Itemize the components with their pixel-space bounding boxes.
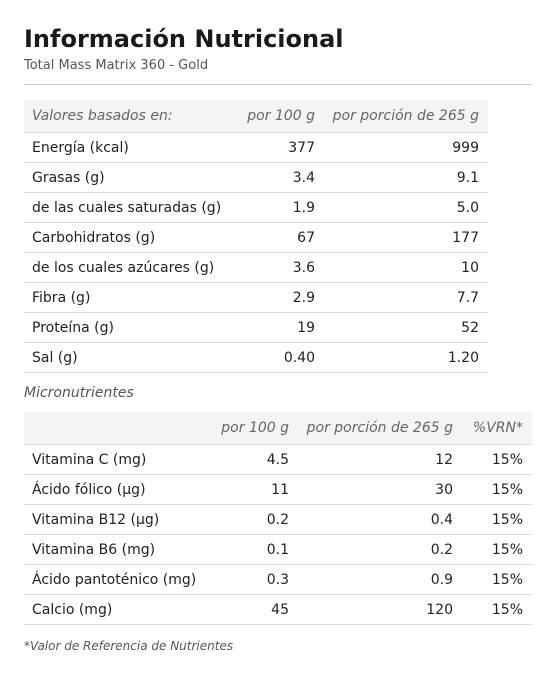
value-cell: 0.3 bbox=[194, 564, 298, 595]
row: Sal (g) 0.40 1.20 bbox=[24, 342, 488, 373]
nutrient-name: Calcio (mg) bbox=[24, 594, 194, 625]
value-cell: 15% bbox=[462, 504, 532, 535]
value-cell: 52 bbox=[324, 312, 488, 343]
row: Energía (kcal) 377 999 bbox=[24, 132, 488, 163]
nutrient-name: Ácido pantoténico (mg) bbox=[24, 564, 196, 595]
value-cell: 15% bbox=[462, 444, 532, 475]
row: Grasas (g) 3.4 9.1 bbox=[24, 162, 488, 193]
value-cell: 45 bbox=[194, 594, 298, 625]
header-cell bbox=[24, 412, 194, 445]
header-cell: %VRN* bbox=[462, 412, 532, 445]
value-cell: 377 bbox=[224, 132, 324, 163]
header-cell: por 100 g bbox=[224, 100, 324, 133]
footnote: *Valor de Referencia de Nutrientes bbox=[24, 639, 234, 653]
nutrient-name: Sal (g) bbox=[24, 342, 224, 373]
value-cell: 0.4 bbox=[298, 504, 462, 535]
value-cell: 3.6 bbox=[224, 252, 324, 283]
nutrient-name: Vitamina B12 (µg) bbox=[24, 504, 194, 535]
nutrient-name: Vitamina C (mg) bbox=[24, 444, 194, 475]
value-cell: 120 bbox=[298, 594, 462, 625]
value-cell: 1.9 bbox=[224, 192, 324, 223]
value-cell: 11 bbox=[194, 474, 298, 505]
value-cell: 177 bbox=[324, 222, 488, 253]
header-row: Valores basados en: por 100 g por porción … bbox=[24, 100, 488, 133]
section-title: Micronutrientes bbox=[24, 385, 134, 401]
nutrition-table: Valores basados en: por 100 g por porción … bbox=[24, 100, 488, 373]
value-cell: 19 bbox=[224, 312, 324, 343]
row: Ácido pantoténico (mg) 0.3 0.9 15% bbox=[24, 564, 532, 595]
value-cell: 0.2 bbox=[298, 534, 462, 565]
row: de los cuales azúcares (g) 3.6 10 bbox=[24, 252, 488, 283]
nutrient-name: de las cuales saturadas (g) bbox=[24, 192, 224, 223]
value-cell: 4.5 bbox=[194, 444, 298, 475]
value-cell: 15% bbox=[462, 534, 532, 565]
value-cell: 10 bbox=[324, 252, 488, 283]
value-cell: 9.1 bbox=[324, 162, 488, 193]
row: Calcio (mg) 45 120 15% bbox=[24, 594, 532, 625]
value-cell: 15% bbox=[462, 474, 532, 505]
value-cell: 0.9 bbox=[298, 564, 462, 595]
value-cell: 1.20 bbox=[324, 342, 488, 373]
row: de las cuales saturadas (g) 1.9 5.0 bbox=[24, 192, 488, 223]
value-cell: 5.0 bbox=[324, 192, 488, 223]
value-cell: 0.40 bbox=[224, 342, 324, 373]
nutrient-name: Proteína (g) bbox=[24, 312, 224, 343]
nutrient-name: Grasas (g) bbox=[24, 162, 224, 193]
row: Proteína (g) 19 52 bbox=[24, 312, 488, 343]
row: Carbohidratos (g) 67 177 bbox=[24, 222, 488, 253]
value-cell: 67 bbox=[224, 222, 324, 253]
subtitle: Total Mass Matrix 360 - Gold bbox=[24, 58, 209, 73]
row: Fibra (g) 2.9 7.7 bbox=[24, 282, 488, 313]
nutrient-name: de los cuales azúcares (g) bbox=[24, 252, 224, 283]
value-cell: 0.2 bbox=[194, 504, 298, 535]
divider bbox=[24, 84, 532, 85]
row: Ácido fólico (µg) 11 30 15% bbox=[24, 474, 532, 505]
header-cell: por 100 g bbox=[194, 412, 298, 445]
row: Vitamina B12 (µg) 0.2 0.4 15% bbox=[24, 504, 532, 535]
value-cell: 12 bbox=[298, 444, 462, 475]
value-cell: 2.9 bbox=[224, 282, 324, 313]
nutrient-name: Fibra (g) bbox=[24, 282, 224, 313]
value-cell: 3.4 bbox=[224, 162, 324, 193]
title: Información Nutricional bbox=[24, 25, 344, 53]
value-cell: 15% bbox=[462, 564, 532, 595]
value-cell: 0.1 bbox=[194, 534, 298, 565]
header-cell: por porción de 265 g bbox=[298, 412, 462, 445]
header-row: por 100 g por porción de 265 g %VRN* bbox=[24, 412, 532, 445]
value-cell: 999 bbox=[324, 132, 488, 163]
header-cell: por porción de 265 g bbox=[324, 100, 488, 133]
value-cell: 30 bbox=[298, 474, 462, 505]
nutrient-name: Ácido fólico (µg) bbox=[24, 474, 194, 505]
value-cell: 15% bbox=[462, 594, 532, 625]
row: Vitamina C (mg) 4.5 12 15% bbox=[24, 444, 532, 475]
nutrient-name: Carbohidratos (g) bbox=[24, 222, 224, 253]
value-cell: 7.7 bbox=[324, 282, 488, 313]
header-cell: Valores basados en: bbox=[24, 100, 224, 133]
nutrient-name: Vitamina B6 (mg) bbox=[24, 534, 194, 565]
micronutrient-table: por 100 g por porción de 265 g %VRN* Vitam… bbox=[24, 412, 532, 625]
nutrient-name: Energía (kcal) bbox=[24, 132, 224, 163]
row: Vitamina B6 (mg) 0.1 0.2 15% bbox=[24, 534, 532, 565]
